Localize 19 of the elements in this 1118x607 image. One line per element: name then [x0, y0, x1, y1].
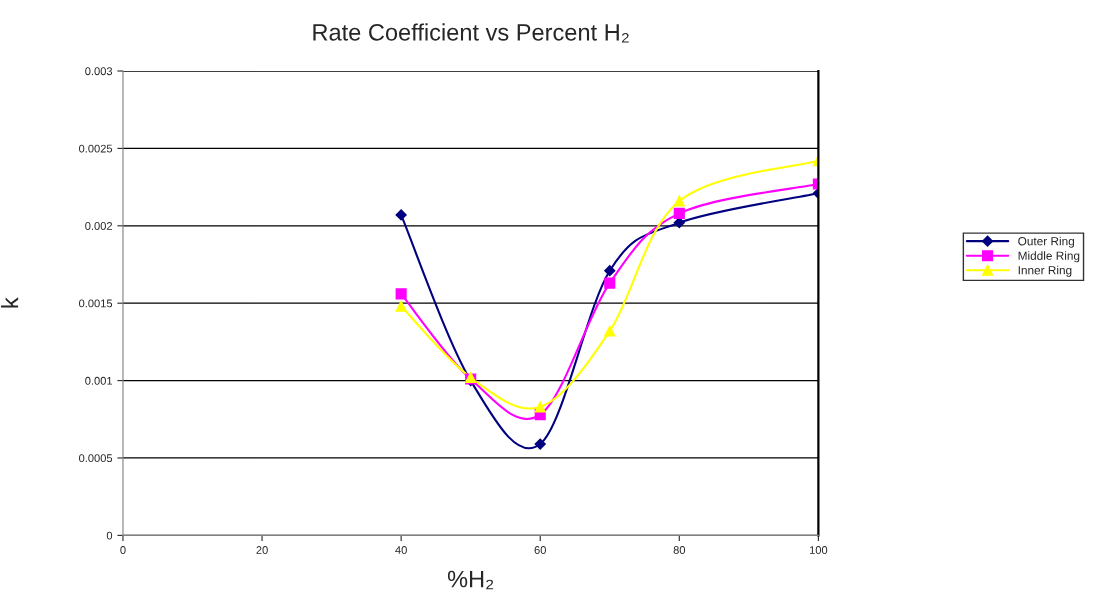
x-axis-title: %H₂ — [447, 570, 494, 590]
y-tick-label: 0.001 — [85, 376, 113, 385]
x-tick-label: 0 — [120, 546, 126, 554]
x-tick-label: 20 — [256, 546, 268, 554]
y-tick-label: 0.0015 — [79, 299, 113, 308]
x-tick-label: 60 — [534, 546, 546, 554]
y-axis-title: k — [1, 297, 19, 308]
y-tick-label: 0.003 — [85, 67, 113, 76]
chart-title: Rate Coefficient vs Percent H₂ — [313, 23, 629, 43]
legend-label: Outer Ring — [1018, 236, 1074, 248]
x-tick-label: 100 — [809, 546, 828, 554]
y-tick-label: 0 — [106, 531, 113, 540]
y-tick-label: 0.0005 — [79, 454, 113, 463]
legend-label: Inner Ring — [1018, 265, 1072, 277]
y-tick-label: 0.002 — [85, 222, 113, 230]
y-tick-label: 0.0025 — [79, 144, 113, 153]
x-tick-label: 40 — [395, 546, 407, 554]
legend-label: Middle Ring — [1018, 251, 1080, 263]
x-tick-label: 80 — [673, 546, 686, 554]
